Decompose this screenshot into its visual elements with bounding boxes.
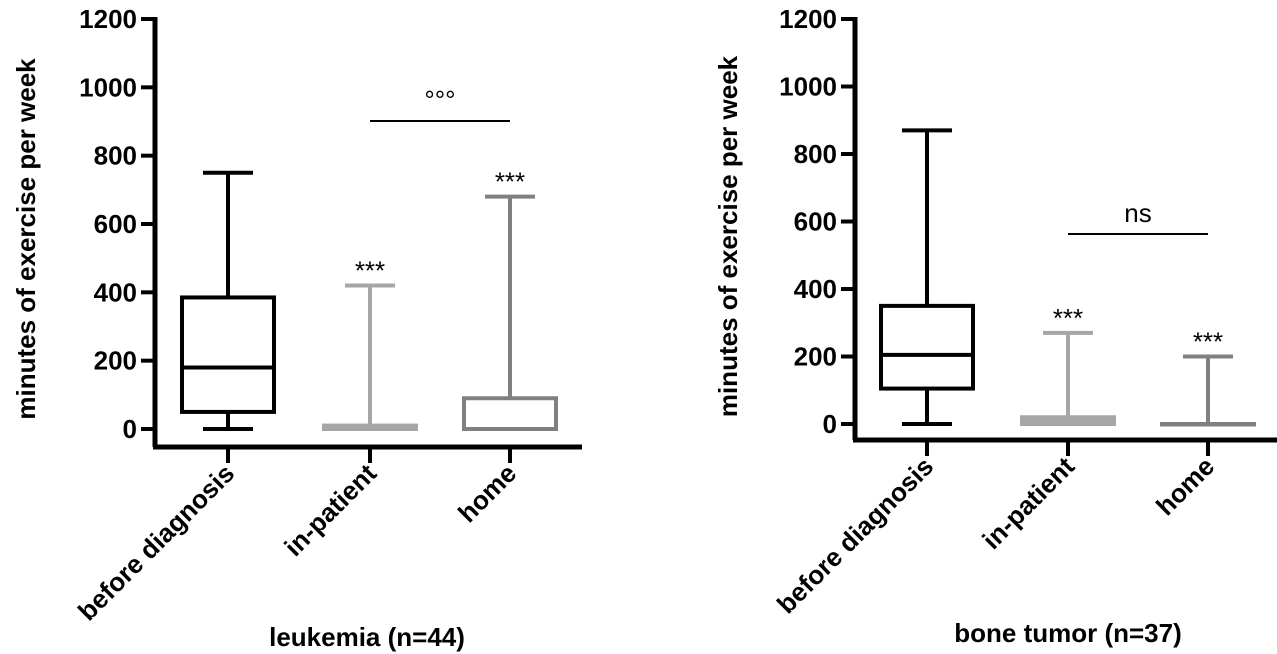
x-category-label: home <box>1150 451 1220 521</box>
y-tick-label: 1200 <box>79 4 137 34</box>
significance-label: *** <box>355 256 385 286</box>
significance-label: *** <box>495 167 525 197</box>
y-tick-label: 200 <box>94 346 137 376</box>
y-axis-label: minutes of exercise per week <box>11 58 41 420</box>
significance-label: *** <box>1053 303 1083 333</box>
chart-panel-1: 0 200 400 600 800 1000 1200 minutes of exercise… <box>11 4 582 652</box>
x-category-label: home <box>452 458 522 528</box>
iqr-box <box>180 295 276 414</box>
x-category-label: in-patient <box>278 458 382 562</box>
comparison-label: °°° <box>424 85 455 115</box>
y-tick-label: 600 <box>94 209 137 239</box>
y-tick-label: 600 <box>794 207 837 237</box>
y-axis-label: minutes of exercise per week <box>713 55 743 417</box>
significance-label: *** <box>1193 327 1223 357</box>
comparison-label: ns <box>1124 198 1151 228</box>
iqr-box <box>462 396 558 431</box>
y-tick-label: 800 <box>794 139 837 169</box>
y-tick-label: 0 <box>823 409 837 439</box>
box-2: *** in-patient <box>976 303 1116 555</box>
x-axis-label: bone tumor (n=37) <box>954 618 1182 648</box>
x-category-label: before diagnosis <box>72 458 240 626</box>
y-tick-label: 200 <box>794 342 837 372</box>
y-tick-label: 1200 <box>779 4 837 34</box>
x-category-label: before diagnosis <box>771 451 939 619</box>
chart-panel-2: 0 200 400 600 800 1000 1200 minutes of exercise… <box>713 4 1277 648</box>
box-1: before diagnosis <box>771 128 975 619</box>
y-tick-label: 400 <box>94 277 137 307</box>
box-3: *** home <box>452 167 558 528</box>
x-category-label: in-patient <box>976 451 1080 555</box>
box-1: before diagnosis <box>72 170 276 626</box>
y-tick-label: 800 <box>94 141 137 171</box>
y-tick-label: 400 <box>794 274 837 304</box>
box-3: *** home <box>1150 327 1256 521</box>
x-axis-label: leukemia (n=44) <box>269 622 465 652</box>
y-tick-label: 0 <box>123 414 137 444</box>
y-tick-label: 1000 <box>779 72 837 102</box>
y-tick-label: 1000 <box>79 72 137 102</box>
iqr-box <box>879 303 975 391</box>
box-2: *** in-patient <box>278 256 418 562</box>
